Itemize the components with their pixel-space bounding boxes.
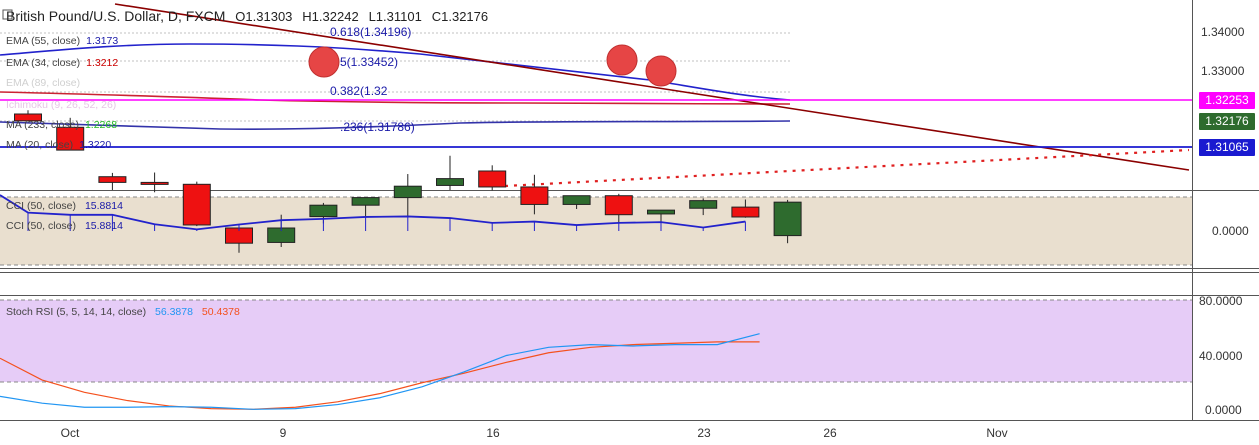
candle-body [436, 178, 464, 186]
indicator-legend[interactable]: EMA (34, close) 1.3212 [6, 57, 124, 69]
indicator-legend[interactable]: MA (20, close) 1.3220 [6, 139, 117, 151]
downtrend-line [114, 3, 1190, 171]
ema-34-line [0, 91, 791, 105]
fib-label: 5(1.33452) [340, 55, 398, 69]
stoch-rsi-legend[interactable]: Stoch RSI (5, 5, 14, 14, close) 56.3878 … [6, 306, 246, 318]
price-tag: 1.32176 [1199, 113, 1255, 130]
price-scale-label: 1.33000 [1201, 64, 1245, 78]
cci-value-2: 15.8814 [84, 220, 123, 232]
indicator-value: 1.2268 [84, 119, 118, 131]
x-axis-label: 23 [697, 426, 711, 440]
signal-marker [308, 46, 340, 78]
candle-body [309, 204, 338, 218]
symbol-title[interactable]: British Pound/U.S. Dollar, D, FXCM [6, 8, 226, 24]
stoch-scale-label: 0.0000 [1205, 403, 1242, 417]
indicator-value: 1.3212 [86, 57, 119, 69]
candle-body [351, 197, 380, 206]
cci-label-2: CCI (50, close) [6, 220, 77, 232]
candle-body [773, 201, 802, 237]
stoch-scale-label: 80.0000 [1199, 294, 1243, 308]
price-scale-label: 1.34000 [1201, 25, 1245, 39]
indicator-value: 1.3220 [79, 139, 112, 151]
stoch-d-line [0, 341, 760, 410]
candle-body [393, 185, 422, 199]
candle-body [604, 195, 633, 216]
candle-body [562, 195, 591, 205]
cci-panel-bg [0, 197, 1192, 265]
cci-legend-1[interactable]: CCI (50, close) 15.8814 [6, 200, 129, 212]
x-axis-label: 16 [486, 426, 500, 440]
indicator-legend[interactable]: Ichimoku (9, 26, 52, 26) [6, 99, 122, 111]
candle-body [478, 170, 507, 188]
price-tag: 1.31065 [1199, 139, 1255, 156]
fib-label: 0.618(1.34196) [330, 25, 411, 39]
candle-body [98, 176, 127, 183]
ema-55-line [0, 43, 791, 101]
cci-label: CCI (50, close) [6, 200, 77, 212]
stoch-k-value: 56.3878 [155, 306, 193, 318]
candle-body [647, 209, 675, 215]
candle-body [56, 126, 85, 151]
stoch-label: Stoch RSI (5, 5, 14, 14, close) [6, 306, 147, 318]
indicator-label: EMA (34, close) [6, 57, 81, 69]
x-axis-label: Oct [60, 426, 80, 440]
fib-label: 0.382(1.32 [330, 84, 388, 98]
cci-scale-label: 0.0000 [1212, 224, 1249, 238]
close-value: C1.32176 [431, 9, 489, 24]
candle-body [14, 113, 42, 122]
indicator-value: 1.3173 [86, 35, 119, 47]
low-value: L1.31101 [368, 9, 422, 24]
candle-body [140, 181, 169, 185]
indicator-legend[interactable]: MA (233, close) 1.2268 [6, 119, 123, 131]
high-value: H1.32242 [302, 9, 359, 24]
x-axis-label: 9 [279, 426, 287, 440]
candle-body [731, 206, 760, 218]
signal-marker [645, 55, 677, 87]
ma-233-line [0, 120, 791, 130]
settings-icon [2, 9, 13, 20]
stoch-panel-bg [0, 300, 1192, 382]
symbol-title-row: British Pound/U.S. Dollar, D, FXCM O1.31… [6, 8, 494, 24]
uptrend-dotted-line [504, 148, 1190, 188]
indicator-label: EMA (89, close) [6, 77, 81, 89]
stoch-d-value: 50.4378 [201, 306, 240, 318]
signal-marker [606, 44, 638, 76]
fib-label: .236(1.31786) [340, 120, 415, 134]
x-axis-label: 26 [823, 426, 837, 440]
indicator-legend[interactable]: EMA (55, close) 1.3173 [6, 35, 124, 47]
indicator-legend[interactable]: EMA (89, close) [6, 77, 86, 89]
candle-body [689, 200, 718, 209]
open-value: O1.31303 [235, 9, 293, 24]
stoch-k-line [0, 333, 760, 410]
indicator-label: MA (20, close) [6, 139, 74, 151]
candle-body [520, 186, 549, 205]
stoch-scale-label: 40.0000 [1199, 349, 1243, 363]
price-tag: 1.32253 [1199, 92, 1255, 109]
candle-body [182, 183, 211, 226]
cci-legend-2[interactable]: CCI (50, close) 15.8814 [6, 220, 129, 232]
indicator-label: MA (233, close) [6, 119, 79, 131]
x-axis-label: Nov [986, 426, 1008, 440]
indicator-label: EMA (55, close) [6, 35, 81, 47]
cci-value: 15.8814 [84, 200, 123, 212]
indicator-label: Ichimoku (9, 26, 52, 26) [6, 99, 117, 111]
